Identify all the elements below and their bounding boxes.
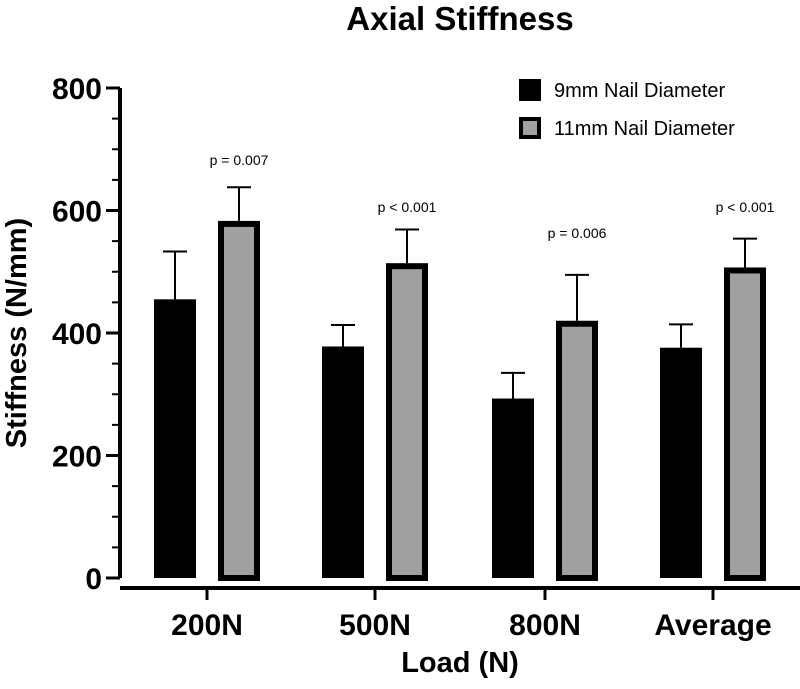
bar-9mm	[492, 398, 534, 578]
bars	[154, 186, 766, 581]
p-value-label: p = 0.006	[548, 225, 607, 241]
x-tick-label: Average	[654, 609, 771, 642]
x-tick-label: 500N	[339, 609, 411, 642]
y-axis-title: Stiffness (N/mm)	[1, 218, 33, 448]
bar-11mm	[724, 267, 766, 581]
legend-swatch-11mm	[519, 117, 541, 139]
p-value-annotations: p = 0.007 p < 0.001 p = 0.006 p < 0.001	[210, 152, 775, 241]
legend-label: 11mm Nail Diameter	[554, 118, 735, 140]
x-tick-label: 800N	[509, 609, 581, 642]
bar-9mm	[154, 299, 196, 578]
legend-swatch-9mm	[519, 79, 541, 101]
bar-11mm	[218, 220, 260, 581]
legend-label: 9mm Nail Diameter	[554, 80, 725, 102]
y-axis: 0 200 400 600 800	[52, 73, 122, 596]
y-tick-label: 0	[85, 563, 102, 596]
y-tick-label: 600	[52, 196, 102, 229]
p-value-label: p = 0.007	[210, 152, 269, 168]
bar-9mm	[322, 346, 364, 578]
p-value-label: p < 0.001	[716, 199, 775, 215]
p-value-label: p < 0.001	[378, 199, 437, 215]
y-tick-label: 800	[52, 73, 102, 106]
legend: 9mm Nail Diameter 11mm Nail Diameter	[519, 79, 735, 140]
bar-9mm	[660, 347, 702, 578]
y-tick-label: 200	[52, 441, 102, 474]
bar-11mm	[556, 320, 598, 581]
x-tick-label: 200N	[171, 609, 243, 642]
x-axis-title: Load (N)	[401, 647, 519, 679]
x-axis: 200N 500N 800N Average	[120, 586, 800, 642]
bar-11mm	[386, 263, 428, 581]
y-tick-label: 400	[52, 318, 102, 351]
chart-title: Axial Stiffness	[346, 0, 573, 37]
